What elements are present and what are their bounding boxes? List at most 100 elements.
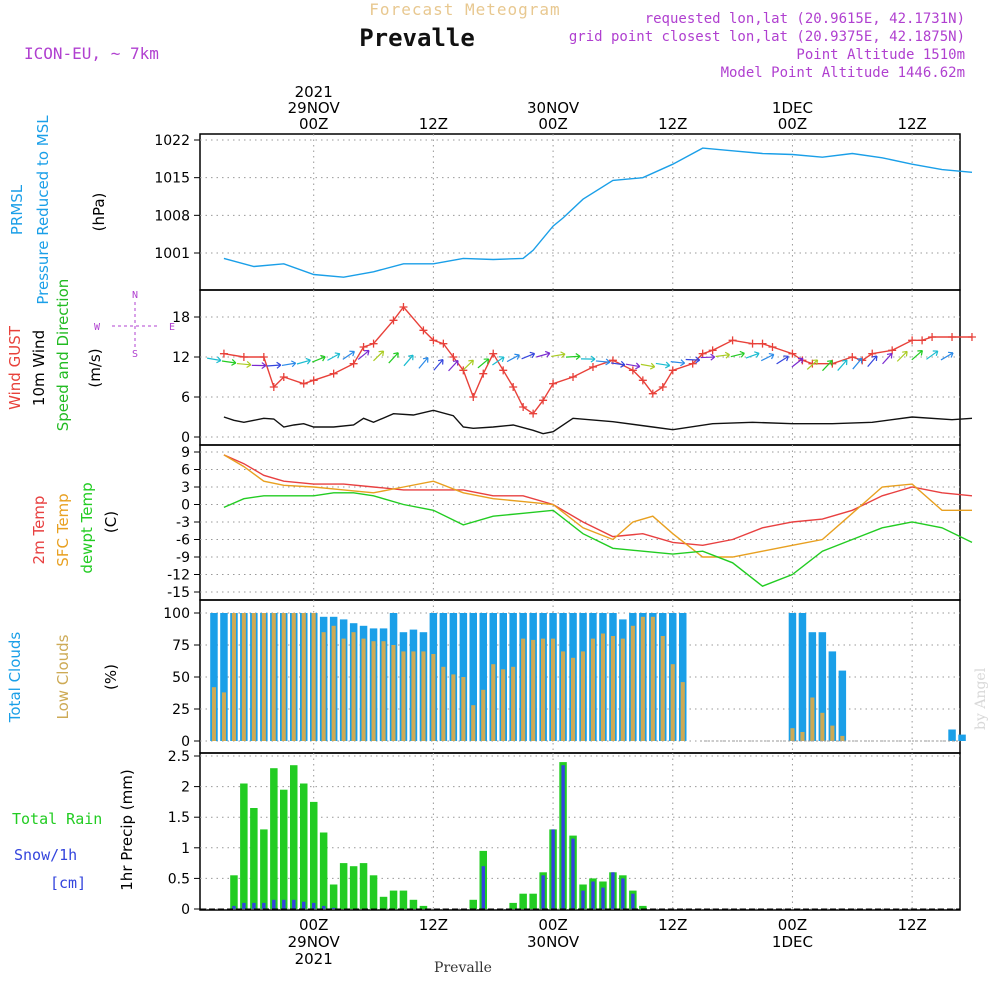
wind-direction-arrow — [266, 361, 282, 369]
gust-marker — [299, 379, 308, 388]
wind-arrow-head — [276, 361, 282, 369]
series-line-2m-temp — [223, 454, 973, 547]
wind-arrow-head — [408, 354, 414, 361]
bar-low-clouds — [531, 639, 536, 741]
x-tick-label-top: 00Z — [299, 115, 328, 133]
gust-marker — [389, 316, 398, 325]
wind-direction-arrow — [776, 355, 789, 365]
y-tick-label: 1 — [181, 841, 190, 857]
bar-low-clouds — [610, 636, 615, 741]
wind-direction-arrow — [221, 359, 237, 366]
wind-arrow-shaft — [281, 362, 296, 367]
bar-total-rain — [270, 768, 278, 909]
panel-wind: 0 6 12 18 — [172, 289, 976, 446]
bar-low-clouds — [451, 674, 456, 741]
x-tick-label-bottom: 1DEC — [772, 933, 813, 951]
wind-direction-arrow — [580, 355, 596, 363]
bar-low-clouds — [650, 616, 655, 741]
y-tick-label: 0 — [181, 498, 190, 514]
y-tick-label: -3 — [176, 515, 190, 531]
bar-total-rain — [399, 890, 408, 909]
panel-precip: 0 0.5 1 1.5 2 2.5 — [168, 749, 961, 918]
bar-low-clouds — [680, 682, 685, 741]
wind-arrow-shaft — [625, 363, 640, 368]
series-line-pressure — [223, 147, 973, 278]
wind-direction-arrow — [521, 351, 536, 360]
y-tick-label: -6 — [176, 533, 190, 549]
wind-arrow-head — [544, 350, 551, 358]
wind-direction-arrow — [236, 361, 252, 368]
forecast-label: Forecast Meteogram — [369, 0, 560, 19]
y-tick-label: -15 — [167, 585, 190, 601]
wind-direction-arrow — [822, 359, 833, 372]
wind-direction-arrow — [852, 357, 863, 370]
bar-low-clouds — [361, 638, 366, 741]
bar-snow-1h — [232, 905, 236, 909]
bar-snow-1h — [541, 875, 545, 909]
wind-arrow-head — [754, 351, 760, 358]
bar-low-clouds — [281, 613, 286, 741]
ylabel-2m-temp: 2m Temp — [30, 496, 48, 565]
wind-direction-arrow — [911, 350, 923, 361]
bar-low-clouds — [830, 725, 835, 741]
wind-arrow-shaft — [791, 357, 804, 368]
gust-marker — [449, 353, 458, 361]
wind-arrow-head — [710, 353, 716, 361]
bar-total-rain — [250, 808, 258, 909]
wind-arrow-shaft — [433, 359, 444, 371]
bar-low-clouds — [551, 638, 556, 741]
wind-arrow-shaft — [536, 352, 551, 358]
bar-total-rain — [639, 905, 647, 909]
bar-low-clouds — [311, 613, 316, 741]
wind-arrow-shaft — [837, 359, 848, 371]
gust-marker — [309, 376, 318, 385]
bar-snow-1h — [312, 902, 316, 909]
wind-arrow-shaft — [462, 359, 474, 371]
bar-total-rain — [369, 875, 378, 909]
wind-arrow-head — [334, 352, 341, 359]
bar-snow-1h — [322, 905, 326, 909]
wind-direction-arrow — [296, 357, 311, 365]
wind-arrow-shaft — [730, 352, 745, 358]
wind-arrow-shaft — [521, 353, 535, 360]
bar-low-clouds — [221, 692, 226, 741]
legend-snow: Snow/1h — [14, 846, 77, 864]
ylabel-dewpt-temp: dewpt Temp — [78, 482, 96, 573]
bar-total-clouds — [479, 613, 487, 741]
wind-arrow-shaft — [565, 355, 581, 358]
gust-marker — [369, 339, 378, 348]
gust-marker — [918, 336, 927, 345]
wind-arrow-shaft — [911, 350, 923, 361]
bar-total-rain — [349, 866, 358, 909]
wind-direction-arrow — [670, 359, 686, 367]
gust-marker — [708, 346, 717, 355]
bar-total-clouds — [958, 734, 966, 741]
bar-low-clouds — [491, 664, 496, 741]
x-tick-label-bottom: 00Z — [778, 916, 807, 934]
bar-total-rain — [290, 765, 298, 909]
bar-low-clouds — [660, 636, 665, 741]
y-tick-label: 1008 — [154, 208, 190, 224]
bar-low-clouds — [291, 613, 296, 741]
bar-total-clouds — [838, 670, 847, 741]
gust-marker — [519, 403, 528, 411]
gust-marker — [888, 346, 897, 355]
gust-marker — [698, 349, 707, 358]
y-tick-label: 9 — [181, 445, 190, 461]
series-line-10m-wind — [223, 409, 973, 435]
y-tick-label: 100 — [163, 606, 190, 622]
bar-total-rain — [230, 875, 238, 909]
bar-low-clouds — [261, 613, 266, 741]
wind-arrow-head — [871, 355, 878, 361]
wind-arrow-head — [856, 357, 863, 364]
wind-direction-arrow — [462, 359, 474, 371]
point-altitude: Point Altitude 1510m — [796, 47, 965, 63]
wind-arrow-shaft — [448, 360, 459, 372]
y-tick-label: 2.5 — [168, 749, 190, 765]
x-tick-label-top: 30NOV — [527, 99, 580, 117]
compass-rose-icon: N S W E — [94, 290, 175, 360]
wind-arrow-head — [812, 359, 819, 365]
requested-coords: requested lon,lat (20.9615E, 42.1731N) — [645, 11, 965, 27]
wind-arrow-shaft — [940, 352, 954, 361]
